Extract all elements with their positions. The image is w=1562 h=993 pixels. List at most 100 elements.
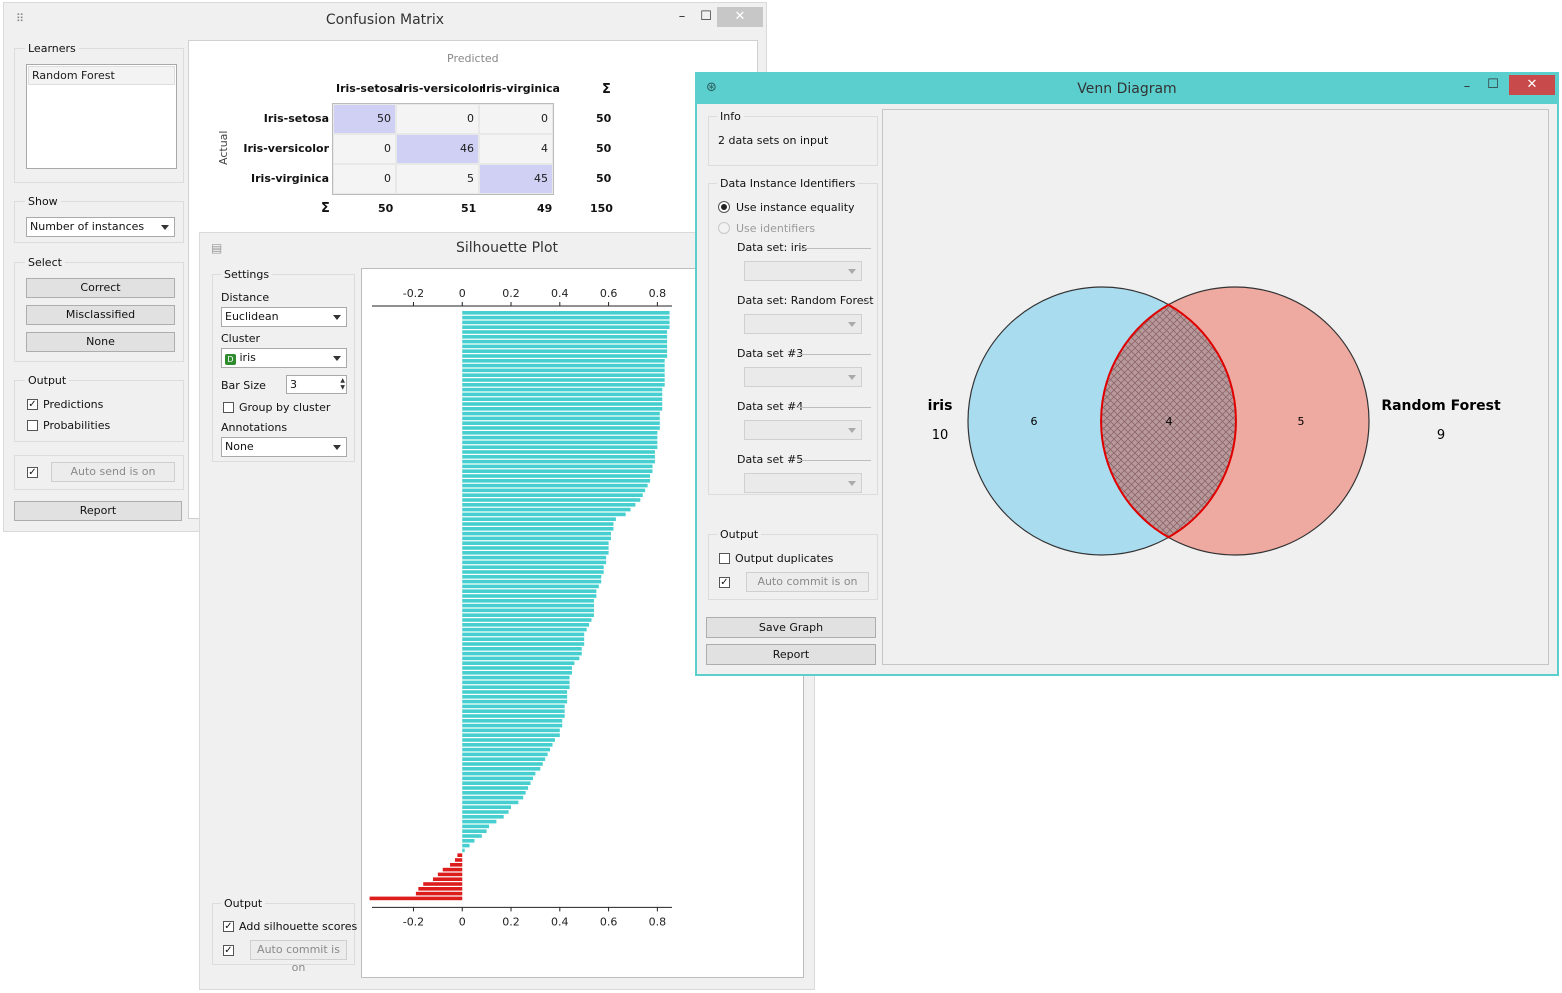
silhouette-bar[interactable] (462, 810, 509, 814)
silhouette-bar[interactable] (462, 800, 519, 805)
silhouette-bar[interactable] (462, 762, 543, 766)
add-scores-checkbox[interactable]: ✓ (223, 921, 234, 932)
silhouette-bar[interactable] (462, 363, 665, 368)
silhouette-bar[interactable] (462, 757, 546, 761)
dataset-combo[interactable] (744, 314, 862, 334)
silhouette-bar[interactable] (462, 680, 570, 685)
silhouette-bar[interactable] (462, 383, 665, 387)
auto-commit-button[interactable]: Auto commit is on (250, 940, 347, 974)
minimize-button[interactable]: – (1463, 79, 1471, 94)
silhouette-bar[interactable] (462, 781, 531, 785)
silhouette-bar[interactable] (369, 896, 463, 901)
silhouette-bar[interactable] (462, 469, 653, 473)
silhouette-bar[interactable] (462, 829, 487, 833)
silhouette-bar[interactable] (462, 623, 590, 627)
none-button[interactable]: None (26, 332, 175, 352)
silhouette-bar[interactable] (462, 671, 572, 675)
silhouette-bar[interactable] (462, 579, 602, 584)
silhouette-bar[interactable] (462, 368, 665, 373)
probabilities-checkbox[interactable] (27, 420, 38, 431)
matrix-cell[interactable]: 46 (396, 134, 479, 164)
silhouette-bar[interactable] (462, 824, 490, 829)
silhouette-bar[interactable] (462, 402, 663, 406)
silhouette-bar[interactable] (462, 570, 604, 574)
silhouette-bar[interactable] (462, 493, 643, 497)
silhouette-bar[interactable] (462, 311, 670, 315)
matrix-cell[interactable]: 4 (479, 134, 553, 164)
silhouette-bar[interactable] (442, 867, 463, 872)
auto-commit-checkbox[interactable]: ✓ (719, 577, 730, 588)
silhouette-bar[interactable] (462, 483, 648, 488)
confusion-titlebar[interactable]: ⠿ Confusion Matrix – ☐ ✕ (4, 3, 766, 35)
silhouette-bar[interactable] (462, 445, 658, 449)
show-combo[interactable]: Number of instances (26, 217, 175, 237)
silhouette-bar[interactable] (462, 440, 658, 445)
dataset-combo[interactable] (744, 261, 862, 281)
silhouette-bar[interactable] (462, 421, 660, 425)
annotations-combo[interactable]: None (221, 437, 347, 457)
bar-size-spinbox[interactable]: 3 ▲ ▼ (286, 375, 347, 394)
silhouette-bar[interactable] (462, 795, 524, 800)
maximize-button[interactable]: ☐ (1487, 77, 1499, 92)
silhouette-bar[interactable] (462, 834, 482, 838)
learners-list[interactable]: Random Forest (26, 64, 177, 169)
silhouette-bar[interactable] (462, 699, 568, 704)
silhouette-bar[interactable] (462, 565, 604, 569)
silhouette-bar[interactable] (462, 743, 553, 747)
silhouette-bar[interactable] (462, 455, 655, 459)
silhouette-bar[interactable] (462, 584, 599, 589)
silhouette-bar[interactable] (462, 848, 465, 853)
silhouette-bar[interactable] (462, 767, 541, 771)
silhouette-bar[interactable] (462, 589, 597, 593)
use-equality-radio[interactable] (718, 201, 730, 213)
silhouette-bar[interactable] (462, 407, 663, 411)
matrix-cell[interactable]: 0 (333, 164, 396, 194)
silhouette-bar[interactable] (462, 642, 585, 646)
auto-send-checkbox[interactable]: ✓ (27, 467, 38, 478)
silhouette-bar[interactable] (462, 594, 597, 598)
minimize-button[interactable]: – (678, 9, 686, 24)
silhouette-bar[interactable] (462, 354, 668, 358)
auto-commit-button[interactable]: Auto commit is on (746, 572, 869, 592)
close-button[interactable]: ✕ (717, 7, 763, 27)
silhouette-bar[interactable] (462, 527, 614, 531)
misclassified-button[interactable]: Misclassified (26, 305, 175, 325)
silhouette-bar[interactable] (462, 637, 585, 641)
silhouette-bar[interactable] (462, 786, 529, 790)
silhouette-bar[interactable] (462, 815, 504, 819)
matrix-cell[interactable]: 50 (333, 104, 396, 134)
silhouette-bar[interactable] (462, 536, 612, 541)
silhouette-bar[interactable] (462, 488, 646, 493)
silhouette-bar[interactable] (462, 618, 592, 622)
silhouette-bar[interactable] (462, 349, 668, 353)
silhouette-bar[interactable] (454, 858, 463, 862)
silhouette-bar[interactable] (462, 560, 607, 565)
silhouette-bar[interactable] (423, 882, 463, 886)
silhouette-bar[interactable] (462, 392, 663, 397)
silhouette-bar[interactable] (462, 503, 636, 507)
maximize-button[interactable]: ☐ (700, 9, 712, 24)
silhouette-bar[interactable] (462, 685, 570, 689)
silhouette-bar[interactable] (462, 728, 560, 733)
silhouette-bar[interactable] (462, 632, 585, 637)
auto-send-button[interactable]: Auto send is on (51, 462, 175, 482)
silhouette-bar[interactable] (462, 599, 594, 603)
silhouette-bar[interactable] (462, 450, 655, 454)
save-graph-button[interactable]: Save Graph (706, 617, 876, 638)
silhouette-bar[interactable] (462, 719, 563, 723)
silhouette-bar[interactable] (462, 426, 660, 430)
silhouette-bar[interactable] (450, 863, 463, 867)
silhouette-bar[interactable] (462, 339, 668, 344)
spin-arrows-icon[interactable]: ▲ ▼ (340, 377, 345, 391)
silhouette-bar[interactable] (462, 738, 555, 742)
silhouette-bar[interactable] (462, 661, 575, 665)
silhouette-bar[interactable] (462, 498, 641, 502)
silhouette-bar[interactable] (462, 733, 560, 737)
auto-commit-checkbox[interactable]: ✓ (223, 945, 234, 956)
silhouette-bar[interactable] (415, 891, 463, 896)
silhouette-bar[interactable] (462, 575, 602, 579)
silhouette-bar[interactable] (462, 531, 612, 536)
silhouette-bar[interactable] (462, 791, 526, 795)
silhouette-bar[interactable] (462, 819, 497, 824)
silhouette-bar[interactable] (462, 359, 665, 363)
